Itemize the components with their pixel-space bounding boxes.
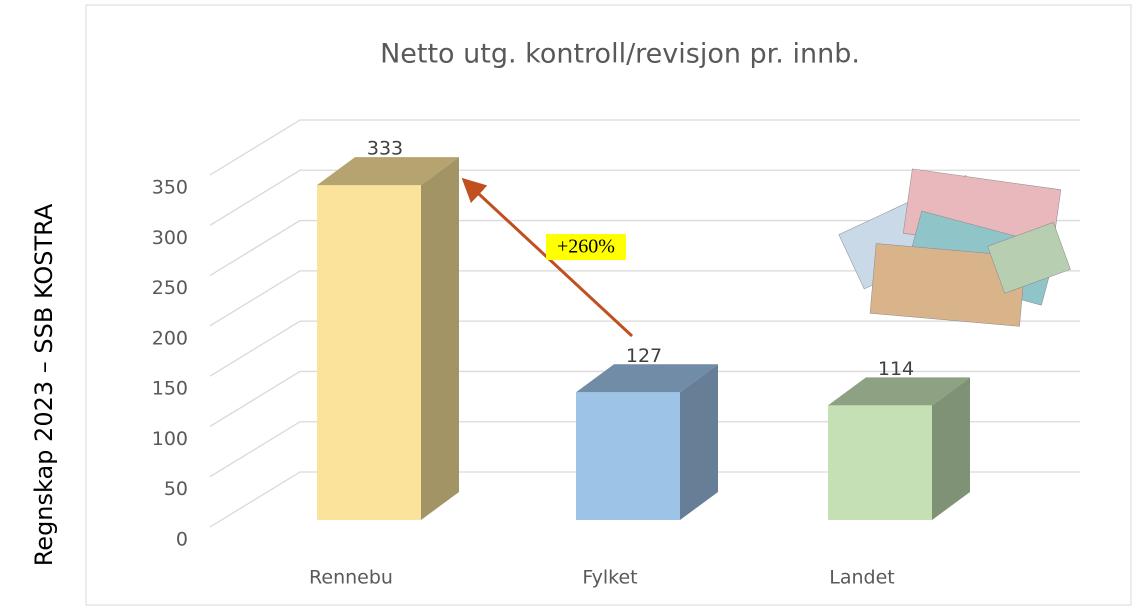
bar-side [421, 157, 459, 520]
chart-title: Netto utg. kontroll/revisjon pr. innb. [380, 39, 860, 70]
y-tick-label: 150 [152, 378, 188, 400]
value-label: 127 [626, 345, 662, 367]
y-tick-label: 100 [152, 428, 188, 450]
x-tick-label: Landet [829, 567, 894, 589]
y-tick-label: 300 [152, 227, 188, 249]
side-label: Regnskap 2023 – SSB KOSTRA [30, 203, 58, 566]
x-tick-label: Fylket [582, 567, 637, 589]
bar-front [317, 185, 421, 520]
bar [317, 157, 459, 520]
bar-front [576, 392, 680, 520]
y-tick-label: 350 [152, 177, 188, 199]
bar [576, 364, 718, 520]
annotation: +260% [557, 236, 615, 258]
bar-front [828, 405, 932, 520]
y-tick-label: 250 [152, 277, 188, 299]
value-label: 333 [367, 138, 403, 160]
y-tick-label: 0 [176, 529, 188, 551]
value-label: 114 [878, 358, 914, 380]
y-tick-label: 50 [164, 478, 188, 500]
page: Regnskap 2023 – SSB KOSTRA Netto utg. ko… [0, 0, 1135, 610]
y-tick-label: 200 [152, 327, 188, 349]
x-tick-label: Rennebu [309, 567, 393, 589]
bar [828, 377, 970, 520]
